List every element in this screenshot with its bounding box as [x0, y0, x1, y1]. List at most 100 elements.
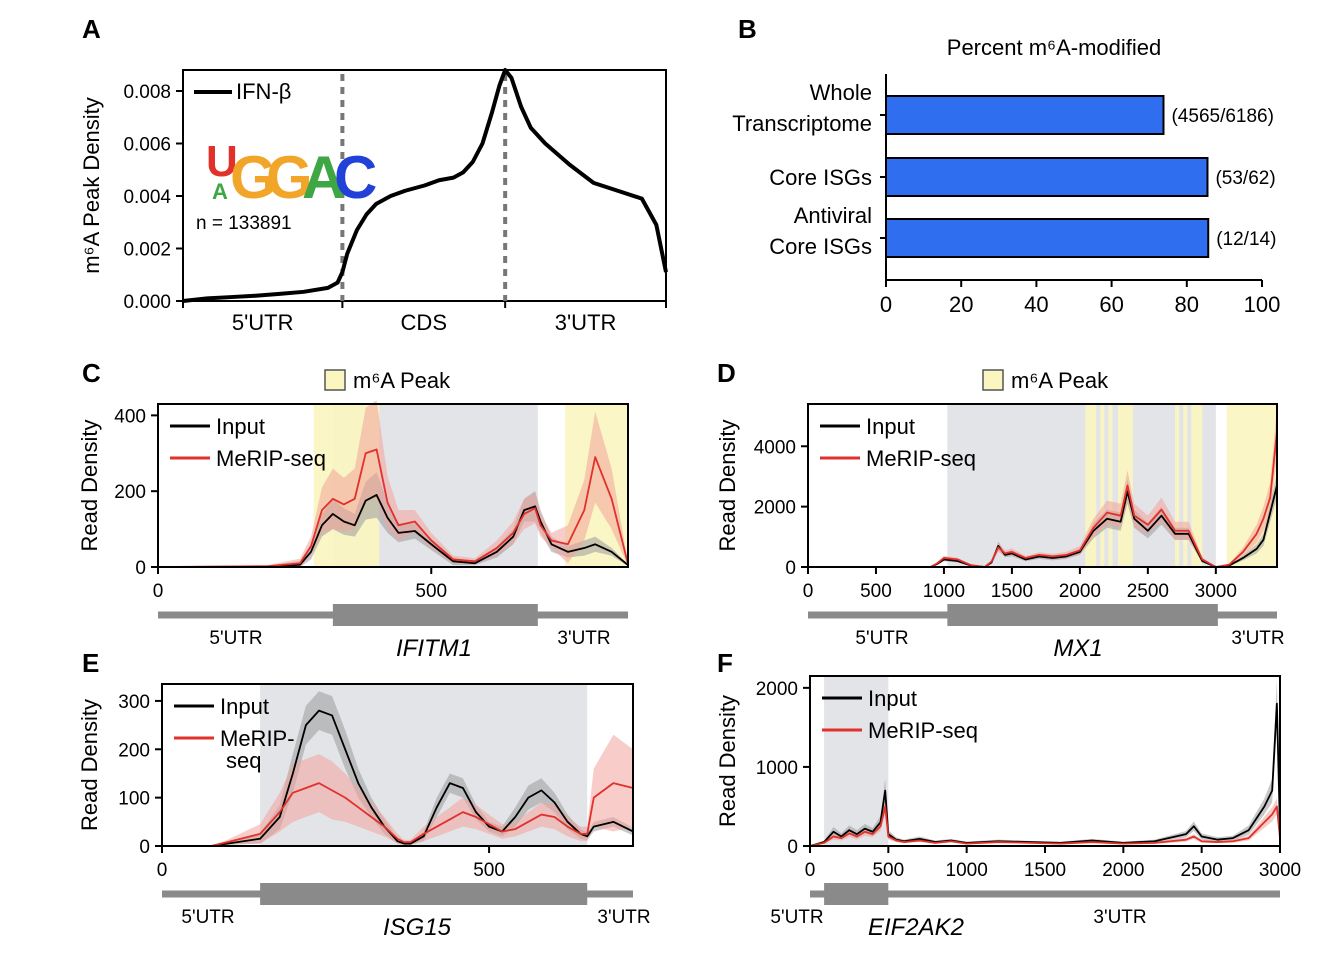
plot-frame: [161, 683, 634, 847]
motif-letter-2: G: [266, 144, 313, 211]
motif-letter-3: A: [302, 144, 345, 211]
y-tick-label: 0.002: [123, 240, 171, 261]
category-label: Transcriptome: [732, 111, 872, 136]
gene-model-cds: [332, 604, 538, 626]
input-line: [157, 494, 629, 568]
x-tick-label: 2500: [1181, 860, 1223, 881]
y-tick-label: 100: [118, 789, 150, 810]
motif-letter-0: U: [206, 137, 238, 186]
utr3-label: 3'UTR: [597, 907, 650, 928]
y-axis-label: Read Density: [77, 419, 102, 551]
x-tick-label: 60: [1099, 292, 1123, 317]
category-label: Core ISGs: [769, 234, 872, 259]
panel-label-c: C: [82, 358, 101, 388]
peak-legend-swatch: [982, 369, 1004, 391]
x-tick-label: 0: [805, 860, 816, 881]
plot-frame: [157, 403, 629, 568]
bar-value-label-2: (12/14): [1216, 229, 1276, 250]
m6a-peak-region: [1183, 404, 1188, 567]
utr3-label: 3'UTR: [1231, 628, 1284, 649]
y-tick-label: 2000: [756, 679, 798, 700]
x-tick-label: 3000: [1259, 860, 1301, 881]
cds-shaded-region: [947, 404, 1216, 567]
gene-name: ISG15: [383, 914, 452, 941]
merip-line: [809, 805, 1281, 847]
y-tick-label: 200: [118, 740, 150, 761]
x-tick-label: 40: [1024, 292, 1048, 317]
region-label: 5'UTR: [232, 310, 294, 335]
utr5-label: 5'UTR: [181, 907, 234, 928]
x-tick-label: 0: [803, 581, 814, 602]
x-tick-label: 20: [949, 292, 973, 317]
peak-legend-swatch: [324, 369, 346, 391]
y-axis-label: Read Density: [715, 419, 740, 551]
m6a-peak-region: [1108, 404, 1113, 567]
y-axis-label: m⁶A Peak Density: [79, 97, 104, 274]
legend-label-input: Input: [216, 414, 265, 439]
gene-model-cds: [824, 883, 889, 905]
x-tick-label: 1000: [923, 581, 965, 602]
y-tick-label: 0: [787, 837, 798, 858]
panel-f-eif2ak2-coverage: 0 1000 2000 0 500 1000 1500 2000 2500 3000 Read De…: [715, 675, 1301, 941]
x-tick-label: 100: [1244, 292, 1281, 317]
y-axis-label: Read Density: [715, 695, 740, 827]
panel-a-metagene-plot: 0.000 0.002 0.004 0.006 0.008 m⁶A Peak Densit…: [79, 68, 668, 335]
panel-label-a: A: [82, 14, 101, 44]
plot-frame: [807, 403, 1278, 568]
legend-label-merip-line2: seq: [226, 748, 261, 773]
bar-0: [885, 95, 1165, 135]
m6a-peak-region: [1085, 404, 1097, 567]
utr3-label: 3'UTR: [557, 628, 610, 649]
utr5-label: 5'UTR: [770, 907, 823, 928]
x-tick-label: 2000: [1059, 581, 1101, 602]
motif-letter-1: G: [230, 144, 277, 211]
y-tick-label: 1000: [756, 758, 798, 779]
motif-letter-4: C: [334, 144, 377, 211]
cds-shaded-region: [824, 676, 889, 846]
gene-name: IFITM1: [396, 635, 472, 662]
ifn-beta-line: [182, 68, 668, 303]
merip-line: [157, 448, 629, 568]
panel-b-bar-chart: Percent m⁶A-modified 0 20 40 60 80 100 (4565/61…: [732, 35, 1280, 317]
y-tick-label: 0: [139, 837, 150, 858]
legend-label-input: Input: [866, 414, 915, 439]
merip-confidence-band: [158, 400, 628, 567]
x-tick-label: 2000: [1102, 860, 1144, 881]
gene-model-cds: [260, 883, 588, 905]
y-tick-label: 4000: [754, 437, 796, 458]
y-axis-label: Read Density: [77, 699, 102, 831]
legend-label-ifn-beta: IFN-β: [236, 79, 291, 104]
x-tick-label: 500: [872, 860, 904, 881]
peak-count-label: n = 133891: [196, 213, 292, 234]
bar-value-label-1: (53/62): [1215, 168, 1275, 189]
panel-label-e: E: [82, 648, 99, 678]
m6a-peak-region: [1175, 404, 1180, 567]
x-tick-label: 1500: [1024, 860, 1066, 881]
input-line: [162, 709, 634, 847]
gene-name: EIF2AK2: [868, 914, 964, 941]
gene-name: MX1: [1053, 635, 1102, 662]
peak-legend-label: m⁶A Peak: [353, 368, 451, 393]
bar-2: [885, 218, 1210, 258]
utr5-label: 5'UTR: [855, 628, 908, 649]
merip-line: [162, 782, 634, 847]
x-tick-label: 0: [157, 860, 168, 881]
m6a-peak-region: [1100, 404, 1105, 567]
region-label: CDS: [401, 310, 447, 335]
y-tick-label: 0.008: [123, 82, 171, 103]
m6a-peak-region: [1191, 404, 1203, 567]
utr5-label: 5'UTR: [209, 628, 262, 649]
panel-label-b: B: [738, 14, 757, 44]
y-tick-label: 0.004: [123, 187, 171, 208]
panel-label-d: D: [717, 358, 736, 388]
category-label: Whole: [810, 80, 872, 105]
legend-label-merip-line1: MeRIP-: [220, 726, 295, 751]
bar-value-label-0: (4565/6186): [1171, 106, 1273, 127]
y-tick-label: 0: [135, 558, 146, 579]
y-tick-label: 2000: [754, 498, 796, 519]
y-tick-label: 400: [114, 406, 146, 427]
x-tick-label: 3000: [1195, 581, 1237, 602]
x-tick-label: 500: [860, 581, 892, 602]
merip-line: [808, 431, 1278, 568]
